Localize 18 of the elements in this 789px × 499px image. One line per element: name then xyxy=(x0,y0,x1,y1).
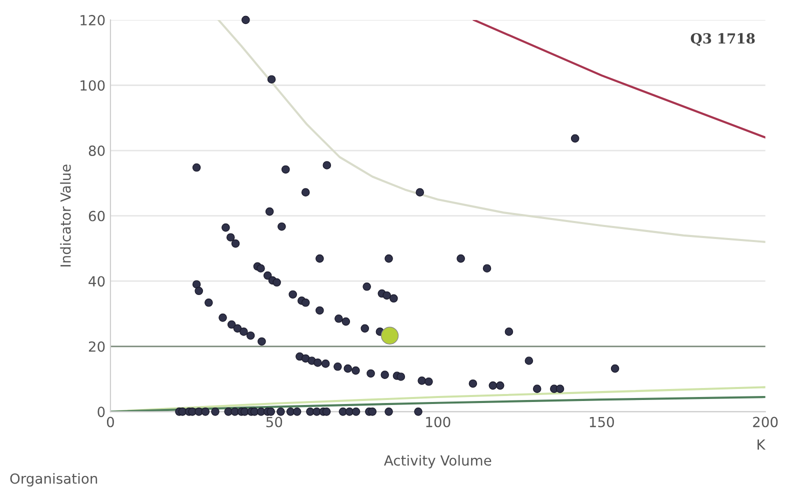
x-tick-label: 150 xyxy=(590,416,614,428)
text: Q3 1718 xyxy=(690,33,755,46)
x-tick-label: 200 xyxy=(753,416,778,428)
x-tick-label: 0 xyxy=(106,416,114,428)
x-tick-label: 100 xyxy=(426,416,450,428)
line-series xyxy=(217,20,766,243)
text: K xyxy=(758,440,766,450)
y-tick-label: 40 xyxy=(88,276,105,287)
y-tick-label: 80 xyxy=(88,146,105,156)
y-tick-label: 20 xyxy=(88,341,105,352)
y-axis-title: Indicator Value xyxy=(60,164,71,266)
y-tick-label: 60 xyxy=(88,210,105,222)
x-axis-title: Activity Volume xyxy=(384,454,492,468)
text: Organisation xyxy=(10,473,98,487)
y-tick-label: 120 xyxy=(80,14,105,26)
y-tick-label: 0 xyxy=(98,406,105,418)
y-tick-label: 100 xyxy=(80,80,105,91)
x-tick-label: 50 xyxy=(266,416,282,428)
